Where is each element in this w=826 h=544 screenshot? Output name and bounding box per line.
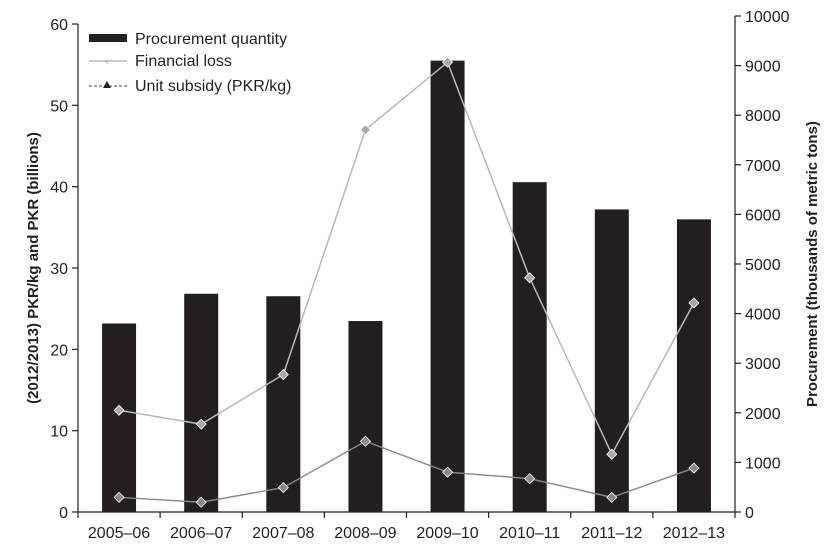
left-tick-label-4: 40	[50, 180, 68, 197]
right-tick-label-2: 2000	[745, 406, 781, 423]
right-axis-title: Procurement (thousands of metric tons)	[804, 121, 821, 407]
x-tick-label-5: 2010–11	[499, 525, 560, 542]
bar-procurement-2	[266, 296, 301, 512]
point-series-1-3	[359, 124, 372, 136]
point-series-1-4	[441, 56, 454, 68]
left-tick-label-5: 50	[50, 98, 68, 115]
bar-procurement-1	[184, 293, 219, 512]
line-series-1	[118, 60, 695, 456]
right-tick-label-3: 3000	[745, 356, 781, 373]
legend: Procurement quantity ‹ Financial loss Un…	[89, 31, 292, 95]
x-tick-label-3: 2008–09	[334, 525, 396, 542]
x-tick-label-2: 2007–08	[252, 525, 314, 542]
right-tick-label-5: 5000	[745, 257, 781, 274]
x-tick-label-7: 2012–13	[663, 525, 725, 542]
left-tick-label-3: 30	[50, 261, 68, 278]
right-tick-label-8: 8000	[745, 108, 781, 125]
legend-label-procurement: Procurement quantity	[135, 31, 287, 48]
right-tick-label-6: 6000	[745, 207, 781, 224]
point-series-1-1	[195, 418, 207, 430]
right-tick-label-9: 9000	[745, 59, 781, 76]
right-tick-label-10: 10000	[745, 9, 790, 26]
legend-label-unit-subsidy: Unit subsidy (PKR/kg)	[135, 78, 292, 95]
left-tick-label-6: 60	[50, 17, 68, 34]
point-series-1-7	[688, 297, 700, 309]
left-axis-title: (2012/2013) PKR/kg and PKR (billions)	[25, 132, 42, 404]
bar-procurement-6	[594, 209, 629, 512]
line-series-2	[119, 440, 695, 503]
legend-marker-financial-loss: ‹	[105, 55, 109, 68]
point-series-2-5	[524, 473, 536, 485]
point-series-2-4	[441, 466, 454, 478]
right-tick-label-4: 4000	[745, 307, 781, 324]
x-tick-label-4: 2009–10	[416, 525, 478, 542]
plot-area	[102, 56, 711, 513]
x-tick-label-1: 2006–07	[170, 525, 232, 542]
point-series-2-1	[195, 496, 207, 508]
left-tick-label-2: 20	[50, 342, 68, 359]
point-series-1-2	[277, 368, 289, 381]
legend-label-financial-loss: Financial loss	[135, 53, 232, 70]
point-series-2-3	[359, 435, 372, 447]
tick-labels: 0 10 20 30 40 50 60 0 1000 2000 3000 4000 5000 6000 70…	[50, 9, 789, 542]
right-tick-label-1: 1000	[745, 455, 781, 472]
left-tick-label-0: 0	[59, 505, 68, 522]
right-tick-label-0: 0	[745, 505, 754, 522]
legend-bar-swatch	[89, 34, 127, 42]
point-series-2-7	[688, 462, 700, 474]
right-tick-label-7: 7000	[745, 158, 781, 175]
x-tick-label-6: 2011–12	[581, 525, 642, 542]
point-series-1-0	[113, 404, 125, 416]
bar-procurement-3	[348, 321, 383, 512]
bar-procurement-0	[102, 323, 137, 512]
point-series-2-0	[113, 491, 125, 503]
bar-procurement-4	[430, 60, 465, 512]
point-series-2-2	[277, 482, 289, 494]
point-series-1-5	[524, 272, 536, 284]
left-tick-label-1: 10	[50, 424, 68, 441]
bar-procurement-5	[512, 182, 547, 512]
legend-marker-unit-subsidy	[103, 81, 111, 88]
point-series-2-6	[606, 491, 618, 503]
x-tick-label-0: 2005–06	[88, 525, 150, 542]
point-series-1-6	[606, 448, 618, 460]
